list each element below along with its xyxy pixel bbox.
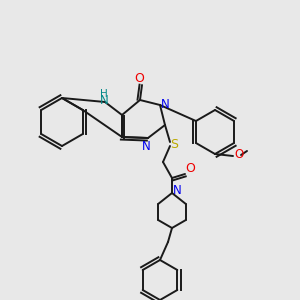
- Text: N: N: [100, 94, 108, 107]
- Text: N: N: [142, 140, 150, 152]
- Text: H: H: [100, 89, 108, 99]
- Text: S: S: [170, 139, 178, 152]
- Text: N: N: [172, 184, 182, 197]
- Text: O: O: [134, 71, 144, 85]
- Text: N: N: [160, 98, 169, 112]
- Text: O: O: [234, 148, 244, 161]
- Text: O: O: [185, 161, 195, 175]
